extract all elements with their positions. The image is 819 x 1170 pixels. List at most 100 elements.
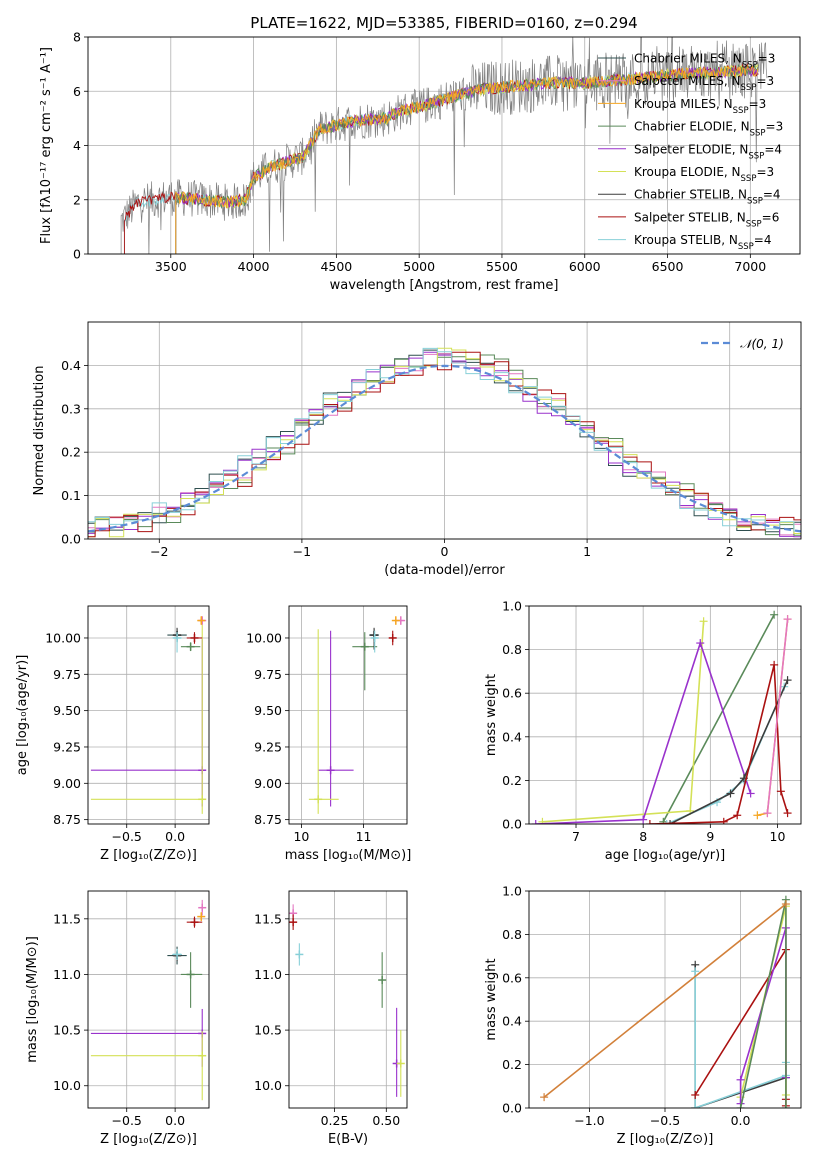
y-tick-label: 4 [73, 138, 81, 153]
x-tick-label: 11 [356, 829, 372, 844]
weight-line [662, 614, 775, 823]
weight-series [538, 617, 708, 824]
y-tick-label: 9.75 [53, 667, 81, 682]
legend-entry: Salpeter STELIB, NSSP=6 [634, 210, 779, 229]
y-tick-label: 0.4 [502, 729, 522, 744]
y-tick-label: 9.75 [254, 667, 282, 682]
x-tick-label: 1 [583, 544, 591, 559]
errorbar-point [90, 639, 207, 807]
errorbar-point [172, 948, 182, 960]
y-tick-label: 11.0 [53, 967, 81, 982]
errorbar-point [391, 616, 400, 625]
errorbar-point [180, 642, 201, 652]
errorbar-point [295, 943, 304, 966]
y-axis-label: age [log₁₀(age/yr)] [15, 655, 30, 776]
model-spectrum-line [175, 62, 759, 254]
x-tick-label: 5500 [486, 259, 518, 274]
weight-series [645, 660, 792, 824]
plots-layer: 3500 4000 4500 5000 5500 6000 6500 7000 0 2 4 6 8 wav… [15, 30, 802, 1147]
x-axis-label: Z [log₁₀(Z/Z⊙)] [100, 848, 197, 863]
errorbar-point [308, 629, 339, 814]
errorbar-point [90, 1008, 207, 1067]
x-tick-label: 0.50 [372, 1113, 400, 1128]
axes-frame [288, 605, 408, 825]
x-axis-label: wavelength [Angstrom, rest frame] [330, 278, 559, 293]
legend-entry: 𝒩(0, 1) [740, 337, 784, 351]
y-tick-label: 9.25 [53, 739, 81, 754]
y-axis-label: mass weight [484, 674, 499, 756]
x-axis-label: age [log₁₀(age/yr)] [605, 848, 726, 863]
axes-frame [87, 321, 802, 540]
errorbar-point [186, 916, 203, 928]
legend-entry: Chabrier STELIB, NSSP=4 [634, 188, 781, 207]
plot-area [531, 610, 792, 824]
y-tick-label: 0.0 [502, 1101, 522, 1116]
weight-series [763, 615, 792, 818]
errorbar-point [392, 1007, 401, 1097]
x-tick-label: 9 [706, 829, 714, 844]
x-axis-label: mass [log₁₀(M/M⊙)] [285, 848, 412, 863]
weight-line [739, 899, 787, 1108]
errorbar-point [180, 952, 203, 1008]
y-tick-label: 0.6 [502, 686, 522, 701]
panel-age_vs_Z: −0.5 0.0 8.75 9.00 9.25 9.50 9.75 10.00 Z [log₁₀… [15, 605, 210, 863]
errorbar-point [352, 632, 378, 691]
x-tick-label: 8 [639, 829, 647, 844]
y-tick-label: 10.5 [53, 1023, 81, 1038]
panel-age_vs_mass: 10 11 8.75 9.00 9.25 9.50 9.75 10.00 mass [log₁₀… [246, 605, 412, 863]
y-tick-label: 0.2 [61, 445, 81, 460]
axes-frame [288, 890, 408, 1109]
x-tick-label: 0.0 [165, 829, 185, 844]
model-spectrum-line [175, 64, 759, 254]
legend-entry: Kroupa MILES, NSSP=3 [634, 97, 766, 116]
legend-entry: Salpeter MILES, NSSP=3 [634, 74, 774, 93]
legend-entry: Chabrier MILES, NSSP=3 [634, 52, 775, 71]
y-tick-label: 10.0 [53, 1078, 81, 1093]
x-tick-label: 10 [770, 829, 786, 844]
plot-area [90, 616, 207, 814]
y-tick-label: 10.00 [246, 630, 282, 645]
y-axis-label: mass [log₁₀(M/M⊙)] [25, 936, 40, 1063]
axes-frame [528, 890, 802, 1109]
x-tick-label: 6000 [569, 259, 601, 274]
errorbar-point [396, 1030, 405, 1097]
x-tick-label: 0.0 [731, 1113, 751, 1128]
legend-entry: Kroupa STELIB, NSSP=4 [634, 233, 772, 252]
weight-line [535, 640, 752, 824]
weight-line [543, 903, 787, 1098]
y-tick-label: 9.00 [254, 776, 282, 791]
y-tick-label: 0.1 [61, 488, 81, 503]
errorbar-point [90, 624, 207, 814]
x-tick-label: 2 [726, 544, 734, 559]
y-tick-label: 10.5 [254, 1023, 282, 1038]
x-tick-label: 7000 [734, 259, 766, 274]
y-axis-label: Flux [fλ10⁻¹⁷ erg cm⁻² s⁻¹ A⁻¹] [39, 47, 54, 244]
panel-weight_vs_Z: −1.0 −0.5 0.0 0.0 0.2 0.4 0.6 0.8 1.0 Z [log₁₀(Z/… [484, 884, 802, 1147]
weight-series [753, 615, 792, 820]
y-tick-label: 8.75 [254, 812, 282, 827]
panel-spectrum: 3500 4000 4500 5000 5500 6000 6500 7000 0 2 4 6 8 wav… [39, 30, 801, 293]
y-tick-label: 10.00 [45, 630, 81, 645]
y-tick-label: 0.4 [502, 1014, 522, 1029]
y-tick-label: 0.0 [502, 817, 522, 832]
figure-title: PLATE=1622, MJD=53385, FIBERID=0160, z=0… [250, 14, 637, 32]
y-tick-label: 0.8 [502, 642, 522, 657]
residual-histogram-step [88, 347, 801, 538]
weight-line [649, 664, 789, 824]
errorbar-point [197, 616, 206, 625]
x-tick-label: 10 [293, 829, 309, 844]
residual-histogram-step [88, 347, 801, 532]
residual-histogram-step [88, 351, 801, 538]
x-tick-label: 4000 [238, 259, 270, 274]
legend-entry: Chabrier ELODIE, NSSP=3 [634, 120, 783, 139]
legend-entry: Salpeter ELODIE, NSSP=4 [634, 142, 782, 161]
x-tick-label: 5000 [403, 259, 435, 274]
y-tick-label: 0.4 [61, 358, 81, 373]
plot-area [289, 904, 405, 1097]
x-tick-label: 3500 [155, 259, 187, 274]
x-tick-label: 7 [572, 829, 580, 844]
y-tick-label: 9.50 [254, 703, 282, 718]
y-tick-label: 8 [73, 30, 81, 45]
y-tick-label: 9.50 [53, 703, 81, 718]
